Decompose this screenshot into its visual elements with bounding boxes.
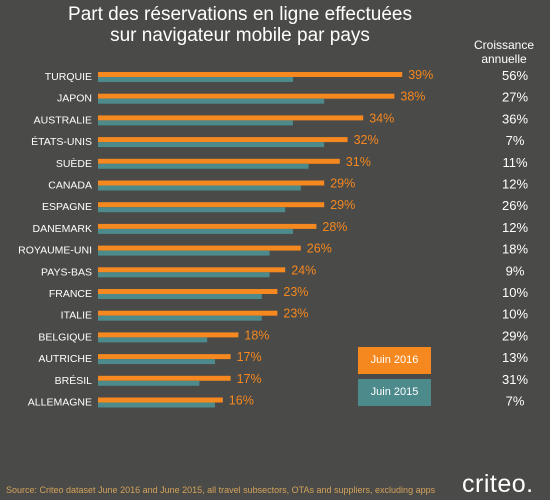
- value-label-juin-2016: 32%: [354, 133, 379, 147]
- growth-header-line-1: Croissance: [473, 38, 535, 52]
- bar-juin-2015: [98, 142, 325, 148]
- bar-juin-2016: [98, 202, 325, 208]
- growth-value: 11%: [502, 155, 527, 170]
- legend-juin-2016: Juin 2016: [358, 347, 431, 374]
- category-label: ROYAUME-UNI: [18, 245, 92, 257]
- bar-juin-2016: [98, 332, 239, 338]
- value-label-juin-2016: 17%: [237, 372, 262, 386]
- bar-juin-2016: [98, 245, 301, 251]
- bar-juin-2016: [98, 180, 325, 186]
- criteo-logo: criteo.: [462, 470, 534, 498]
- value-label-juin-2016: 38%: [400, 90, 425, 104]
- growth-value: 7%: [506, 394, 525, 409]
- bar-juin-2015: [98, 294, 262, 299]
- category-label: AUSTRALIE: [34, 114, 92, 126]
- bar-juin-2015: [98, 120, 293, 126]
- bar-juin-2016: [98, 310, 278, 316]
- category-label: ESPAGNE: [42, 201, 92, 213]
- bar-juin-2016: [98, 158, 340, 164]
- bar-juin-2015: [98, 77, 293, 82]
- value-label-juin-2016: 23%: [283, 307, 308, 321]
- category-label: ITALIE: [61, 310, 92, 322]
- bar-juin-2016: [98, 137, 348, 143]
- growth-value: 56%: [502, 68, 528, 83]
- chart-title: Part des réservations en ligne effectuée…: [60, 4, 420, 46]
- growth-value: 18%: [502, 242, 528, 257]
- growth-value: 10%: [502, 285, 528, 300]
- value-label-juin-2016: 29%: [330, 177, 355, 191]
- source-note: Source: Criteo dataset June 2016 and Jun…: [6, 485, 436, 495]
- growth-value: 26%: [502, 198, 528, 213]
- category-label: FRANCE: [49, 288, 92, 300]
- legend-juin-2015: Juin 2015: [358, 379, 431, 406]
- category-label: DANEMARK: [32, 223, 92, 235]
- bar-juin-2016: [98, 223, 317, 229]
- bar-juin-2015: [98, 207, 286, 213]
- growth-value: 7%: [506, 133, 525, 148]
- category-label: CANADA: [48, 180, 92, 192]
- bar-juin-2016: [98, 93, 395, 99]
- value-label-juin-2016: 29%: [330, 198, 355, 212]
- bar-juin-2016: [98, 375, 231, 381]
- category-label: AUTRICHE: [38, 353, 92, 365]
- value-label-juin-2016: 24%: [291, 263, 316, 277]
- growth-value: 9%: [506, 263, 525, 278]
- bar-juin-2016: [98, 72, 403, 77]
- value-label-juin-2016: 31%: [346, 155, 371, 169]
- growth-value: 29%: [502, 328, 528, 343]
- bar-juin-2016: [98, 354, 231, 360]
- category-label: ÉTATS-UNIS: [31, 135, 92, 148]
- value-label-juin-2016: 16%: [229, 394, 254, 408]
- growth-value: 31%: [502, 372, 528, 387]
- growth-value: 12%: [502, 177, 528, 192]
- value-label-juin-2016: 18%: [244, 328, 269, 342]
- growth-value: 36%: [502, 111, 528, 126]
- bar-juin-2015: [98, 402, 215, 408]
- value-label-juin-2016: 34%: [369, 111, 394, 125]
- growth-value: 27%: [502, 90, 528, 105]
- value-label-juin-2016: 28%: [322, 220, 347, 234]
- value-label-juin-2016: 26%: [307, 242, 332, 256]
- value-label-juin-2016: 17%: [237, 350, 262, 364]
- bar-juin-2015: [98, 337, 208, 343]
- category-label: BELGIQUE: [38, 331, 92, 343]
- bar-juin-2015: [98, 250, 270, 256]
- growth-value: 10%: [502, 307, 528, 322]
- category-label: JAPON: [57, 93, 92, 105]
- category-label: TURQUIE: [45, 71, 92, 83]
- bar-juin-2015: [98, 359, 215, 365]
- bar-juin-2015: [98, 185, 301, 191]
- bar-juin-2015: [98, 315, 262, 321]
- chart-title-line-2: sur navigateur mobile par pays: [110, 25, 370, 46]
- growth-column-header: Croissance annuelle: [466, 38, 542, 66]
- growth-value: 12%: [502, 220, 528, 235]
- bar-juin-2016: [98, 289, 278, 294]
- bar-juin-2015: [98, 98, 325, 104]
- chart-title-line-1: Part des réservations en ligne effectuée…: [68, 4, 412, 25]
- bar-juin-2015: [98, 380, 200, 386]
- bar-juin-2015: [98, 163, 309, 169]
- bar-juin-2015: [98, 228, 293, 234]
- bar-juin-2016: [98, 115, 364, 121]
- bar-juin-2016: [98, 267, 286, 273]
- bar-juin-2015: [98, 272, 270, 278]
- category-label: SUÈDE: [56, 157, 92, 170]
- bar-juin-2016: [98, 397, 223, 403]
- value-label-juin-2016: 23%: [283, 285, 308, 299]
- category-label: ALLEMAGNE: [28, 397, 92, 409]
- category-label: PAYS-BAS: [41, 266, 92, 278]
- category-label: BRÉSIL: [55, 374, 93, 387]
- growth-value: 13%: [502, 350, 528, 365]
- growth-header-line-2: annuelle: [481, 52, 527, 66]
- value-label-juin-2016: 39%: [408, 68, 433, 82]
